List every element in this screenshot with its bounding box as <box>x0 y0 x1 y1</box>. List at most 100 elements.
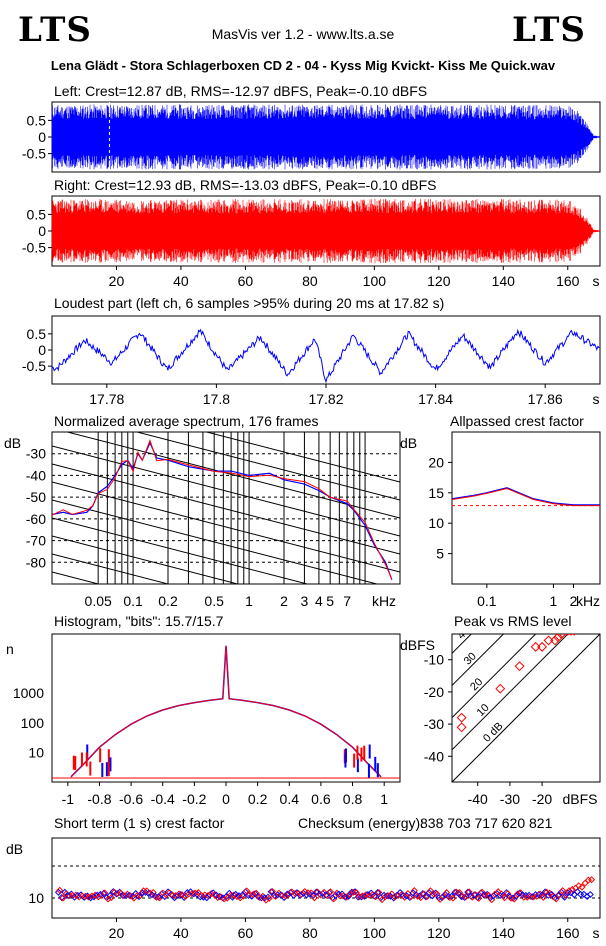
spectrum-slope-line <box>52 499 379 584</box>
peak-rms-ytick-label: -30 <box>424 716 444 732</box>
crest-xtick-label: 60 <box>238 925 254 941</box>
crest-point-right <box>91 891 99 899</box>
crest-point-right <box>75 893 83 901</box>
peak-rms-point <box>530 641 541 652</box>
histogram-bin <box>360 747 363 762</box>
allpass-xunit: kHz <box>576 593 600 609</box>
crest-xtick-label: 40 <box>173 925 189 941</box>
peak-rms-point <box>543 635 554 646</box>
crest-point-right <box>111 888 119 896</box>
crest-point-left <box>374 889 382 897</box>
peak-rms-point <box>553 634 564 643</box>
right-ytick-label: 0.5 <box>27 206 47 222</box>
crest-frame <box>51 837 601 919</box>
crest-point-left <box>125 891 133 899</box>
crest-point-right <box>59 894 67 902</box>
right-ytick-label: -0.5 <box>22 240 46 256</box>
spectrum-title: Normalized average spectrum, 176 frames <box>54 413 319 429</box>
histogram-bin <box>105 762 108 777</box>
left-waveform <box>51 104 601 170</box>
crest-point-right <box>565 887 573 895</box>
peak-rms-point <box>514 661 525 672</box>
histogram-bin <box>101 762 104 777</box>
crest-point-right <box>578 883 586 891</box>
crest-point-right <box>472 891 480 899</box>
histogram-bin <box>86 744 89 759</box>
peak-rms-point <box>495 683 506 694</box>
loudest-xtick-label: 17.78 <box>89 391 124 407</box>
crest-point-right <box>539 893 547 901</box>
crest-xtick-label: 120 <box>427 925 451 941</box>
allpass-xtick-label: 2 <box>570 593 578 609</box>
allpass-title: Allpassed crest factor <box>450 413 584 429</box>
crest-xtick-label: 160 <box>556 925 580 941</box>
histogram-bin <box>80 752 83 767</box>
loudest-ytick-label: 0.5 <box>27 326 47 342</box>
peak-rms-diagonal-label: 40 <box>455 625 472 642</box>
crest-point-left <box>345 892 353 900</box>
crest-point-right <box>178 891 186 899</box>
loudest-ytick-label: -0.5 <box>22 358 46 374</box>
loudest-xtick-label: 17.84 <box>418 391 453 407</box>
crest-point-right <box>320 888 328 896</box>
peak-rms-xtick-label: -30 <box>500 791 520 807</box>
histogram-ylabel: n <box>6 641 14 657</box>
histogram-bin <box>89 761 92 776</box>
spectrum-grid <box>52 432 400 716</box>
histogram-line-right <box>70 645 382 778</box>
left-waveform-area <box>51 104 601 170</box>
spectrum-ytick-label: -50 <box>26 489 46 505</box>
crest-title: Short term (1 s) crest factor <box>54 815 225 831</box>
spectrum-xtick-label: 2 <box>280 593 288 609</box>
right-xtick-label: 40 <box>173 273 189 289</box>
allpass-frame <box>451 431 601 585</box>
crest-point-left <box>100 889 108 897</box>
crest-point-right <box>243 887 251 895</box>
histogram-bin <box>363 745 366 760</box>
peak-rms-point <box>456 722 467 733</box>
crest-ylabel: dB <box>6 841 23 857</box>
histogram-xtick-label: 0.8 <box>343 791 363 807</box>
histogram-title: Histogram, "bits": 15.7/15.7 <box>54 613 224 629</box>
crest-point-right <box>101 889 109 897</box>
peak-rms-ytick-label: -40 <box>424 748 444 764</box>
histogram-xtick-label: -0.2 <box>182 791 206 807</box>
right-title: Right: Crest=12.93 dB, RMS=-13.03 dBFS, … <box>54 177 436 193</box>
crest-xtick-label: 100 <box>363 925 387 941</box>
peak-rms-ytick-label: -10 <box>424 652 444 668</box>
crest-xtick-label: 140 <box>492 925 516 941</box>
histogram-bin <box>344 748 347 763</box>
crest-point-right <box>352 888 360 897</box>
crest-point-left <box>283 890 291 898</box>
allpass-ytick-label: 10 <box>428 515 444 531</box>
spectrum-slope-line <box>52 463 400 555</box>
crest-point-right <box>310 894 318 902</box>
histogram-bin <box>74 756 77 771</box>
spectrum-xtick-label: 0.5 <box>204 593 224 609</box>
crest-point-right <box>559 887 567 895</box>
right-xtick-label: 120 <box>427 273 451 289</box>
spectrum-slope-line <box>52 626 400 716</box>
histogram-bin <box>85 752 88 767</box>
crest-point-right <box>56 886 64 894</box>
spectrum-xtick-label: 0.2 <box>158 593 178 609</box>
crest-point-left <box>148 891 156 899</box>
histogram-xtick-label: -0.8 <box>87 791 111 807</box>
histogram-bin <box>99 748 102 763</box>
right-waveform <box>51 198 601 264</box>
crest-point-right <box>391 893 399 901</box>
spectrum-ytick-label: -80 <box>26 554 46 570</box>
peak-rms-diagonal <box>452 634 537 719</box>
histogram-xtick-label: 0 <box>222 791 230 807</box>
right-xtick-label: 100 <box>363 273 387 289</box>
crest-point-left <box>419 890 427 898</box>
crest-point-right <box>375 888 383 897</box>
spectrum-ytick-label: -70 <box>26 533 46 549</box>
spectrum-xtick-label: 1 <box>245 593 253 609</box>
histogram-xtick-label: -0.6 <box>119 791 143 807</box>
spectrum-xtick-label: 0.05 <box>85 593 112 609</box>
loudest-xtick-label: 17.86 <box>528 391 563 407</box>
peak-rms-xunit: dBFS <box>562 791 597 807</box>
crest-point-right <box>568 885 576 894</box>
